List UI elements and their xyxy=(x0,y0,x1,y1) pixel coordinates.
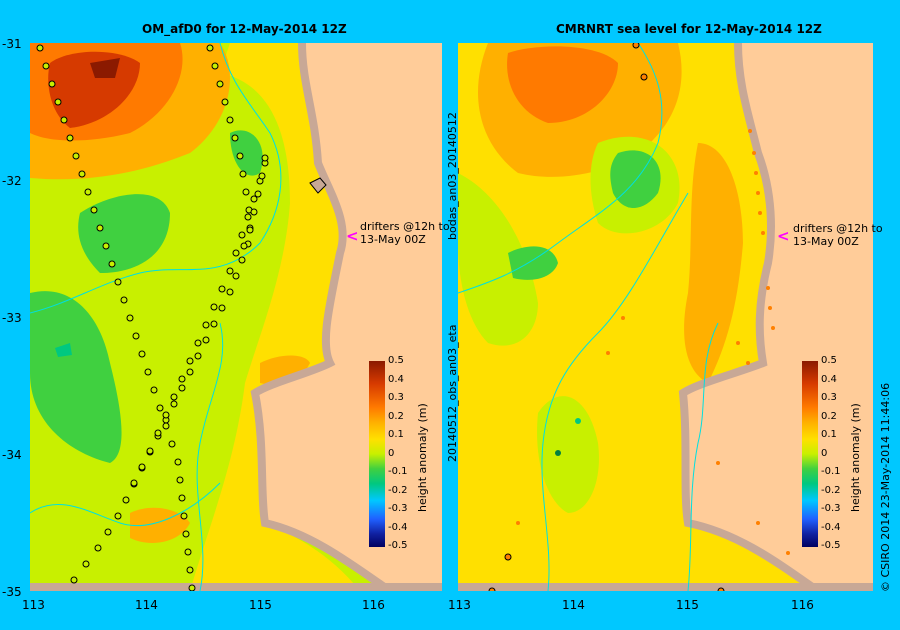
left-map-title: OM_afD0 for 12-May-2014 12Z xyxy=(142,22,347,36)
colorbar-tick: -0.4 xyxy=(821,522,841,533)
sea-area xyxy=(684,143,743,383)
x-tick-label: 116 xyxy=(362,598,385,612)
sea-area xyxy=(30,291,122,463)
colorbar-label-right: height anomaly (m) xyxy=(849,403,862,512)
observation-points xyxy=(575,418,581,424)
right-map-title: CMRNRT sea level for 12-May-2014 12Z xyxy=(556,22,822,36)
x-tick-label: 113 xyxy=(22,598,45,612)
x-tick-label: 115 xyxy=(676,598,699,612)
sea-area xyxy=(507,46,618,123)
drifter-note-line2: 13-May 00Z xyxy=(793,235,859,248)
drifter-arrow-right: < xyxy=(777,227,790,245)
colorbar-tick: 0 xyxy=(388,448,395,459)
colorbar-tick: 0.4 xyxy=(388,374,404,385)
drifter-arrow-left: < xyxy=(346,227,359,245)
colorbar-tick: -0.2 xyxy=(388,485,408,496)
x-tick-label: 115 xyxy=(249,598,272,612)
coastline xyxy=(250,43,393,591)
sea-area xyxy=(508,246,558,280)
colorbar-left xyxy=(369,361,385,547)
colorbar-tick: -0.3 xyxy=(388,503,408,514)
right-map-panel xyxy=(458,43,873,591)
drifter-track-d xyxy=(240,154,269,250)
colorbar-tick: -0.1 xyxy=(388,466,408,477)
observation-points xyxy=(516,129,790,555)
colorbar-tick: 0.5 xyxy=(821,355,837,366)
colorbar-tick: 0.4 xyxy=(821,374,837,385)
colorbar-tick: 0.5 xyxy=(388,355,404,366)
sea-area xyxy=(48,51,140,128)
colorbar-tick: -0.5 xyxy=(388,540,408,551)
colorbar-tick: 0.1 xyxy=(388,429,404,440)
colorbar-tick: 0.3 xyxy=(821,392,837,403)
drifter-note-right: drifters @12h to 13-May 00Z xyxy=(793,222,883,248)
coastline xyxy=(678,43,821,591)
sea-area xyxy=(55,343,72,357)
colorbar-tick: -0.2 xyxy=(821,485,841,496)
drifter-track-c xyxy=(130,159,269,487)
colorbar-tick: -0.4 xyxy=(388,522,408,533)
contour-line xyxy=(687,322,719,591)
side-label-bottom: 20140512_obs_an03_eta xyxy=(446,324,459,462)
contour-line xyxy=(30,43,282,314)
sea-area xyxy=(537,396,599,513)
y-tick-label: -34 xyxy=(2,448,22,462)
x-tick-label: 116 xyxy=(791,598,814,612)
island xyxy=(309,177,327,194)
colorbar-tick: 0.2 xyxy=(388,411,404,422)
colorbar-tick: -0.1 xyxy=(821,466,841,477)
contour-line xyxy=(196,322,224,591)
drifter-note-line1: drifters @12h to xyxy=(793,222,883,235)
colorbar-tick: 0.2 xyxy=(821,411,837,422)
colorbar-tick: -0.5 xyxy=(821,540,841,551)
side-label-top: bodas_an03_20140512 xyxy=(446,112,459,240)
y-tick-label: -33 xyxy=(2,311,22,325)
left-map-panel xyxy=(30,43,442,591)
sea-area xyxy=(130,507,190,543)
sea-area xyxy=(78,194,170,273)
contour-line xyxy=(30,482,221,527)
x-tick-label: 114 xyxy=(135,598,158,612)
drifter-note-line2: 13-May 00Z xyxy=(360,233,426,246)
colorbar-right xyxy=(802,361,818,547)
coastline xyxy=(30,583,442,591)
colorbar-tick: -0.3 xyxy=(821,503,841,514)
sea-area xyxy=(230,130,263,176)
observation-points xyxy=(555,450,561,456)
sea-area xyxy=(458,173,538,346)
drifter-note-line1: drifters @12h to xyxy=(360,220,450,233)
observation-points xyxy=(488,43,725,591)
drifter-note-left: drifters @12h to 13-May 00Z xyxy=(360,220,450,246)
y-tick-label: -35 xyxy=(2,585,22,599)
drifter-track-a xyxy=(36,44,196,591)
colorbar-label-left: height anomaly (m) xyxy=(416,403,429,512)
colorbar-tick: 0.3 xyxy=(388,392,404,403)
colorbar-tick: 0.1 xyxy=(821,429,837,440)
sea-area xyxy=(90,58,120,78)
x-tick-label: 114 xyxy=(562,598,585,612)
colorbar-tick: 0 xyxy=(821,448,828,459)
contour-line xyxy=(458,43,663,294)
coastline xyxy=(458,583,873,591)
x-tick-label: 113 xyxy=(448,598,471,612)
y-tick-label: -31 xyxy=(2,37,22,51)
y-tick-label: -32 xyxy=(2,174,22,188)
copyright-label: © CSIRO 2014 23-May-2014 11:44:06 xyxy=(879,382,892,592)
contour-line xyxy=(541,192,689,591)
